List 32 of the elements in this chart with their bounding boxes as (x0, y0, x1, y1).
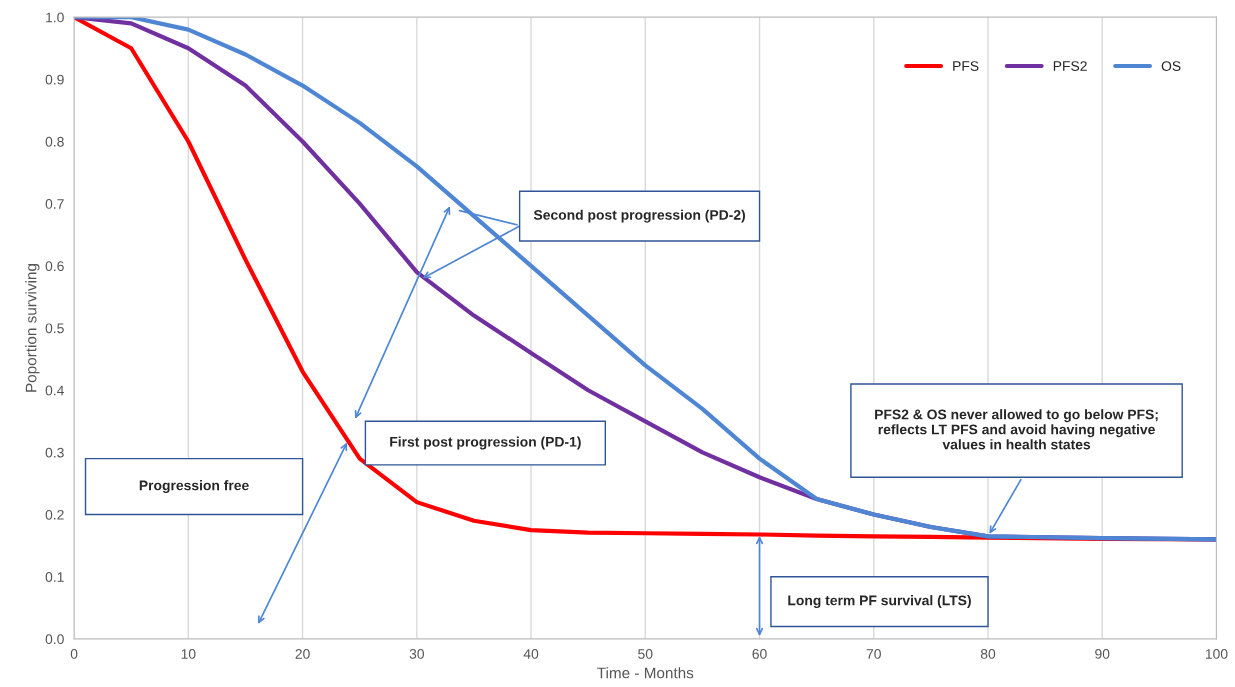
y-tick-label: 0.1 (45, 572, 64, 582)
x-tick-label: 80 (980, 649, 996, 659)
y-tick-label: 0.5 (45, 323, 64, 334)
y-tick-label: 0.8 (45, 136, 64, 147)
x-tick-label: 50 (638, 649, 653, 659)
x-tick-label: 40 (523, 649, 539, 659)
annotation: Long term PF survival (LTS) (788, 595, 971, 609)
x-tick-label: 30 (409, 649, 424, 659)
x-tick-label: 70 (866, 649, 881, 659)
y-tick-label: 0.4 (45, 385, 64, 396)
y-tick-label: 0.0 (45, 634, 64, 645)
annotation: Second post progression (PD-2) (533, 209, 745, 223)
annotation: Progression free (139, 480, 249, 494)
legend-label: PFS2 (1053, 61, 1087, 71)
x-tick-label: 100 (1205, 649, 1228, 659)
y-axis-title: Poportion surviving (25, 264, 40, 392)
x-axis-title: Time - Months (597, 667, 694, 679)
x-tick-label: 0 (70, 649, 78, 659)
y-tick-label: 0.9 (45, 74, 64, 85)
annotation: PFS2 & OS never allowed to go below PFS; reflects LT PFS and avoid having negative values in health states (875, 409, 1158, 450)
annotation: First post progression (PD-1) (390, 436, 581, 450)
y-tick-label: 1.0 (46, 12, 64, 23)
x-tick-label: 10 (181, 649, 196, 659)
legend-label: PFS (953, 61, 979, 71)
x-tick-label: 20 (295, 649, 310, 659)
x-tick-label: 90 (1095, 649, 1110, 659)
x-tick-label: 60 (752, 649, 767, 659)
legend-label: OS (1161, 61, 1181, 71)
y-tick-label: 0.3 (45, 447, 64, 458)
y-tick-label: 0.2 (45, 509, 64, 520)
y-tick-label: 0.6 (45, 261, 64, 272)
y-tick-label: 0.7 (45, 199, 64, 209)
